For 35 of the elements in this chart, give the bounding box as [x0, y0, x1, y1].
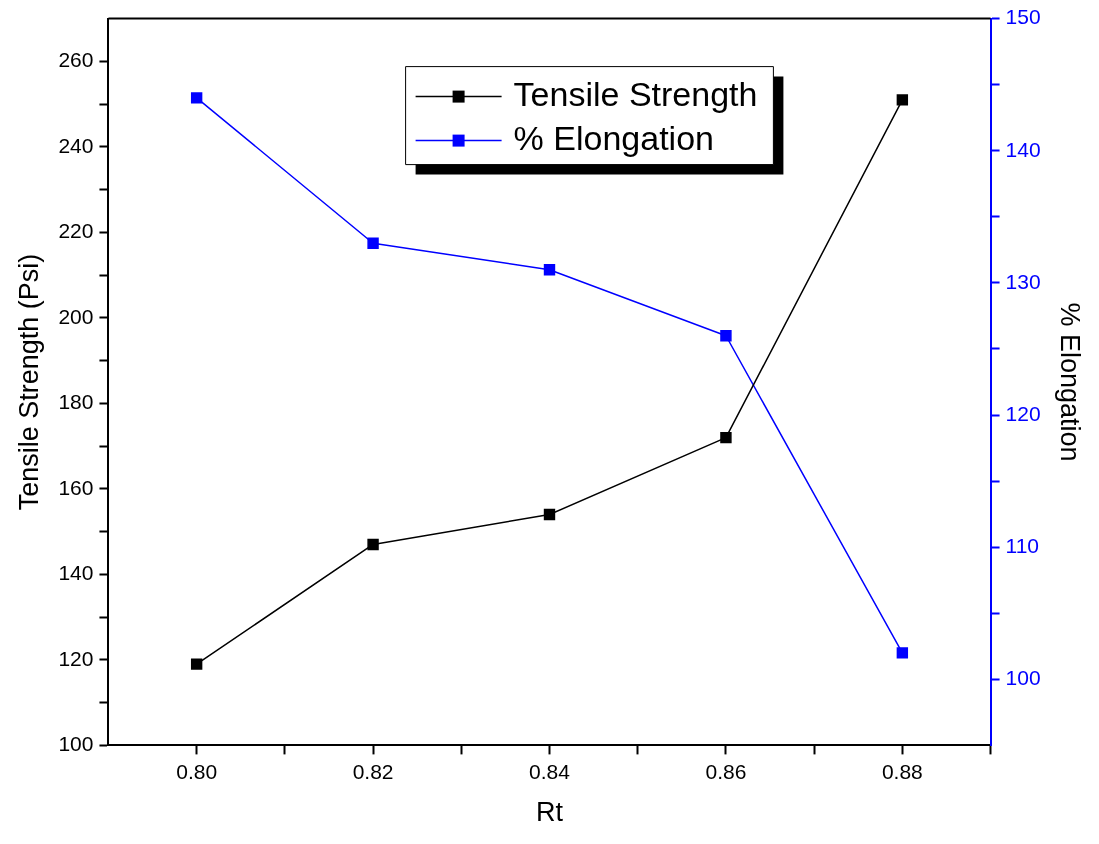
x-tick-label: 0.84: [529, 759, 571, 783]
y-tick-label: 120: [58, 646, 94, 670]
point: [896, 647, 909, 659]
y2-tick-label: 150: [1005, 5, 1041, 29]
point: [720, 431, 732, 444]
x-tick-label: 0.88: [881, 759, 923, 783]
y-tick-label: 240: [58, 133, 94, 157]
x-axis-title: Rt: [536, 797, 564, 828]
point: [190, 92, 203, 104]
point: [367, 538, 379, 551]
point: [896, 94, 909, 106]
x-tick-label: 0.82: [352, 759, 394, 783]
y2-tick-label: 110: [1005, 533, 1040, 557]
y-tick-label: 100: [58, 732, 94, 756]
point: [720, 330, 732, 342]
y-tick-label: 180: [58, 390, 94, 414]
y-tick-label: 220: [58, 219, 94, 243]
x-tick-label: 0.80: [176, 759, 218, 783]
point: [190, 658, 203, 670]
y-tick-label: 260: [58, 48, 94, 72]
y-tick-label: 140: [58, 561, 94, 585]
y2-tick-label: 140: [1005, 137, 1041, 161]
point: [543, 508, 556, 521]
y2-axis-title: % Elongation: [1055, 302, 1086, 462]
point: [367, 237, 379, 249]
y-tick-label: 200: [58, 304, 94, 328]
y2-tick-label: 120: [1005, 401, 1041, 425]
x-tick-label: 0.86: [705, 759, 747, 783]
y-tick-label: 160: [58, 475, 94, 499]
legend-label: Tensile Strength: [513, 74, 758, 113]
y2-tick-label: 130: [1005, 269, 1041, 293]
y-axis-title: Tensile Strength (Psi): [13, 253, 44, 511]
point: [543, 263, 556, 276]
legend-label: % Elongation: [513, 118, 714, 157]
y2-tick-label: 100: [1005, 666, 1041, 690]
